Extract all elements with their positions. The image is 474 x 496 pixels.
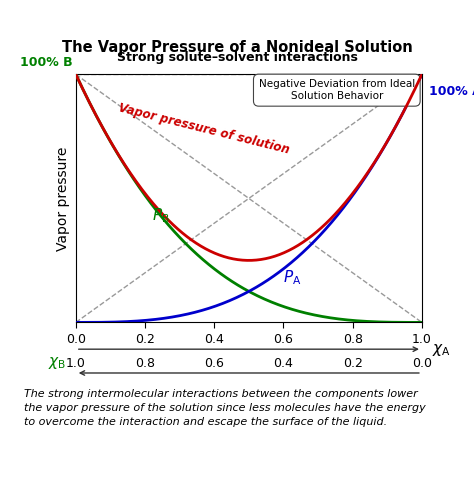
- Text: Negative Deviation from Ideal
Solution Behavior: Negative Deviation from Ideal Solution B…: [259, 79, 415, 101]
- Text: 0.4: 0.4: [273, 357, 293, 370]
- Text: The Vapor Pressure of a Nonideal Solution: The Vapor Pressure of a Nonideal Solutio…: [62, 40, 412, 55]
- Text: 100% B: 100% B: [20, 57, 73, 69]
- Text: 0.2: 0.2: [343, 357, 363, 370]
- Text: $\chi_{\rm B}$: $\chi_{\rm B}$: [48, 355, 66, 371]
- Text: 100% A: 100% A: [429, 85, 474, 98]
- Text: 0.8: 0.8: [135, 357, 155, 370]
- Y-axis label: Vapor pressure: Vapor pressure: [56, 146, 70, 250]
- Text: Vapor pressure of solution: Vapor pressure of solution: [118, 102, 291, 157]
- Text: 0.0: 0.0: [412, 357, 432, 370]
- Text: $\chi_{\rm A}$: $\chi_{\rm A}$: [432, 342, 451, 358]
- Text: $\mathit{P}_{\rm A}$: $\mathit{P}_{\rm A}$: [283, 268, 302, 287]
- Text: The strong intermolecular interactions between the components lower
the vapor pr: The strong intermolecular interactions b…: [24, 389, 426, 428]
- Text: $\mathit{P}_{\rm B}$: $\mathit{P}_{\rm B}$: [152, 206, 170, 225]
- Text: Strong solute–solvent interactions: Strong solute–solvent interactions: [117, 52, 357, 64]
- Text: 0.6: 0.6: [204, 357, 224, 370]
- Text: 1.0: 1.0: [66, 357, 86, 370]
